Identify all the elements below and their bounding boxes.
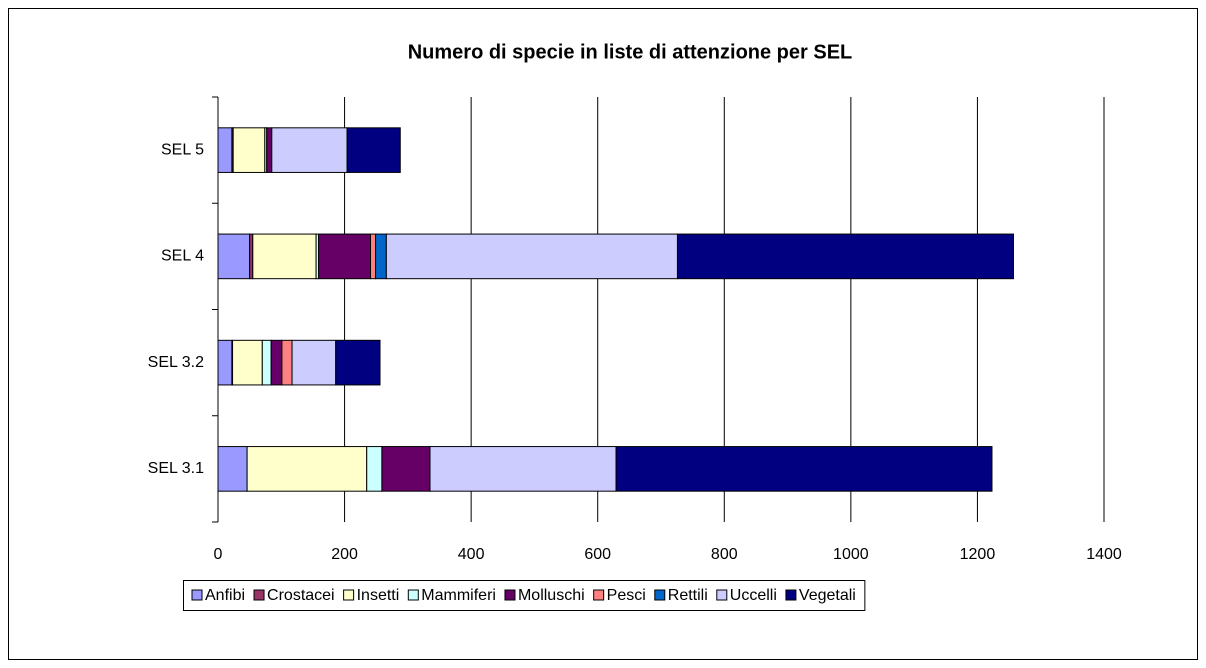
legend-swatch <box>654 589 666 601</box>
x-tick-label: 1000 <box>833 546 869 563</box>
chart-frame <box>8 8 1198 660</box>
y-tick-label: SEL 5 <box>161 141 204 158</box>
bar-segment <box>335 339 381 386</box>
legend-swatch <box>593 589 605 601</box>
legend-label: Pesci <box>607 587 646 604</box>
bar-segment <box>346 127 401 173</box>
bar-segment <box>676 233 1015 280</box>
bar-segment <box>232 127 266 173</box>
bar-segment <box>232 339 263 386</box>
bar-segment <box>246 446 368 492</box>
bar-segment <box>217 339 233 386</box>
legend-label: Crostacei <box>267 587 335 604</box>
legend-label: Vegetali <box>799 587 856 604</box>
bar-segment <box>291 339 337 386</box>
x-tick-label: 200 <box>331 546 358 563</box>
bar-segment <box>318 233 372 280</box>
legend-label: Molluschi <box>518 587 585 604</box>
legend-swatch <box>191 589 203 601</box>
bar-segment <box>261 339 272 386</box>
legend-swatch <box>343 589 355 601</box>
y-tick-label: SEL 3.2 <box>148 354 204 371</box>
chart-title: Numero di specie in liste di attenzione … <box>408 41 853 63</box>
bar-segment <box>217 446 248 492</box>
bar-segment <box>217 233 251 280</box>
bar-segment <box>252 233 317 280</box>
legend-box <box>183 580 866 611</box>
legend-swatch <box>407 589 419 601</box>
x-tick-label: 1200 <box>960 546 996 563</box>
legend-swatch <box>716 589 728 601</box>
x-tick-label: 600 <box>584 546 611 563</box>
bar-segment <box>270 339 283 386</box>
legend-label: Mammiferi <box>421 587 496 604</box>
bar-segment <box>266 127 273 173</box>
legend-swatch <box>504 589 516 601</box>
bar-segment <box>370 233 377 280</box>
bar-segment <box>615 446 993 492</box>
legend-label: Insetti <box>357 587 400 604</box>
y-tick-label: SEL 3.1 <box>148 460 204 477</box>
x-tick-label: 1400 <box>1086 546 1122 563</box>
bar-segment <box>366 446 383 492</box>
legend-label: Rettili <box>668 587 708 604</box>
bar-segment <box>271 127 348 173</box>
y-tick-label: SEL 4 <box>161 248 204 265</box>
bar-segment <box>429 446 617 492</box>
x-tick-label: 800 <box>711 546 738 563</box>
bar-segment <box>217 127 233 173</box>
x-tick-label: 0 <box>214 546 223 563</box>
legend-label: Anfibi <box>205 587 245 604</box>
legend-label: Uccelli <box>730 587 777 604</box>
bar-segment <box>381 446 431 492</box>
legend-swatch <box>253 589 265 601</box>
x-tick-label: 400 <box>458 546 485 563</box>
legend-swatch <box>785 589 797 601</box>
bar-segment <box>385 233 678 280</box>
bar-segment <box>375 233 387 280</box>
bar-segment <box>281 339 293 386</box>
